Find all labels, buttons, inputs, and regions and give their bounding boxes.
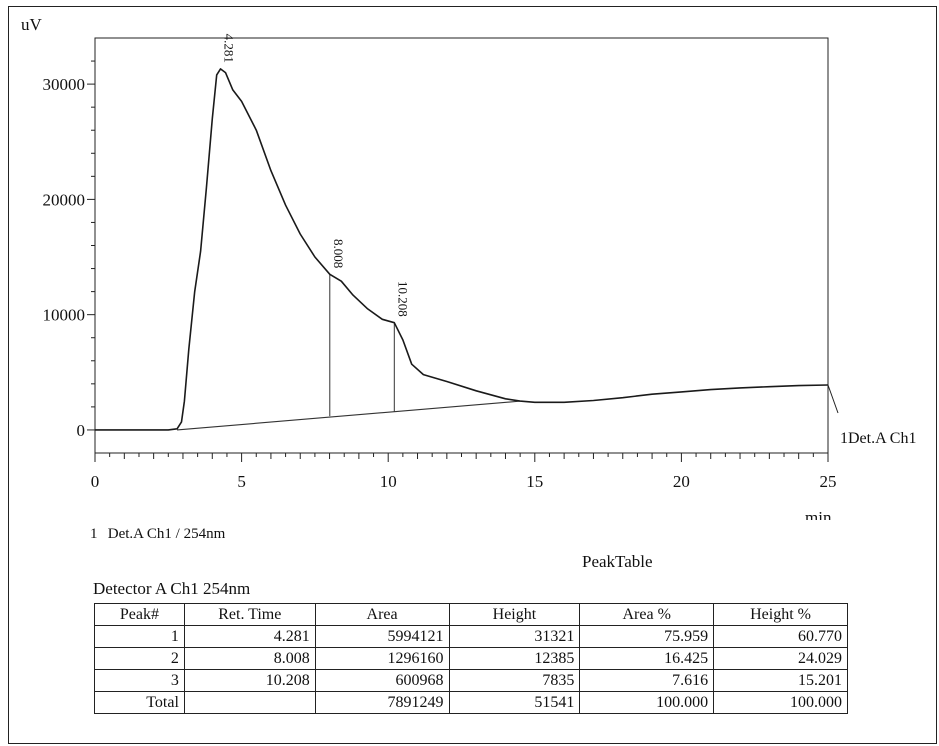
y-tick-label: 20000	[43, 190, 86, 209]
y-tick-label: 10000	[43, 306, 86, 325]
table-cell: 5994121	[314, 625, 450, 648]
table-cell: 4.281	[183, 625, 316, 648]
table-row-total: Total 7891249 51541 100.000 100.000	[94, 691, 848, 714]
chromatogram-trace	[95, 68, 829, 431]
table-row: 2 8.008 1296160 12385 16.425 24.029	[94, 647, 848, 670]
plot-lines	[95, 68, 839, 431]
table-cell: 16.425	[579, 647, 715, 670]
legend-number: 1	[90, 526, 98, 542]
peak-label: 4.281	[222, 34, 237, 63]
series-label-leader	[827, 384, 839, 414]
x-tick-label: 25	[820, 472, 837, 491]
table-cell: 10.208	[183, 669, 316, 692]
table-cell: 100.000	[579, 691, 715, 714]
table-cell: 7835	[448, 669, 581, 692]
peak-table-title: PeakTable	[582, 552, 653, 571]
table-cell	[183, 691, 316, 714]
x-tick-label: 5	[237, 472, 246, 491]
plot-frame	[94, 37, 829, 454]
table-cell: 12385	[448, 647, 581, 670]
legend-label: Det.A Ch1 / 254nm	[107, 526, 226, 542]
column-header: Area	[314, 603, 450, 626]
column-header: Height %	[713, 603, 848, 626]
table-cell: 75.959	[579, 625, 715, 648]
table-cell: 600968	[314, 669, 450, 692]
table-row: 1 4.281 5994121 31321 75.959 60.770	[94, 625, 848, 648]
table-cell: 15.201	[713, 669, 848, 692]
x-tick-label: 0	[91, 472, 100, 491]
chromatogram-chart: 0 5 10 15 20 25 0 10000 20000 30000 uV min 1Det.A Ch…	[21, 15, 916, 520]
chromatogram-report	[8, 6, 937, 744]
table-cell: Total	[94, 691, 185, 714]
table-cell: 2	[94, 647, 185, 670]
y-tick-label: 30000	[43, 75, 86, 94]
x-tick-label: 10	[380, 472, 397, 491]
x-tick-label: 20	[673, 472, 690, 491]
plot-axes	[94, 37, 829, 454]
y-tick-label: 0	[77, 421, 86, 440]
table-cell: 3	[94, 669, 185, 692]
y-axis-label: uV	[21, 15, 43, 34]
table-cell: 31321	[448, 625, 581, 648]
peak-table: Peak# Ret. Time Area Height Area % Heigh…	[94, 603, 848, 714]
table-cell: 8.008	[183, 647, 316, 670]
table-cell: 1296160	[314, 647, 450, 670]
column-header: Area %	[579, 603, 715, 626]
table-cell: 51541	[448, 691, 581, 714]
table-cell: 24.029	[713, 647, 848, 670]
x-axis-label: min	[805, 508, 832, 520]
detector-legend: 1 Det.A Ch1 / 254nm	[90, 526, 225, 543]
series-label: 1Det.A Ch1	[840, 430, 916, 447]
column-header: Height	[448, 603, 581, 626]
table-cell: 100.000	[713, 691, 848, 714]
table-cell: 1	[94, 625, 185, 648]
axis-ticks	[87, 60, 829, 462]
integration-baseline	[177, 400, 521, 431]
table-row: 3 10.208 600968 7835 7.616 15.201	[94, 669, 848, 692]
x-tick-label: 15	[526, 472, 543, 491]
detector-label: Detector A Ch1 254nm	[93, 579, 251, 598]
table-cell: 60.770	[713, 625, 848, 648]
table-cell: 7.616	[579, 669, 715, 692]
axis-labels: 0 5 10 15 20 25 0 10000 20000 30000 uV min 1Det.A Ch…	[21, 15, 916, 520]
table-header-row: Peak# Ret. Time Area Height Area % Heigh…	[94, 603, 848, 626]
peak-label: 10.208	[395, 281, 410, 317]
column-header: Ret. Time	[183, 603, 316, 626]
peak-label: 8.008	[331, 239, 346, 268]
table-cell: 7891249	[314, 691, 450, 714]
column-header: Peak#	[94, 603, 185, 626]
